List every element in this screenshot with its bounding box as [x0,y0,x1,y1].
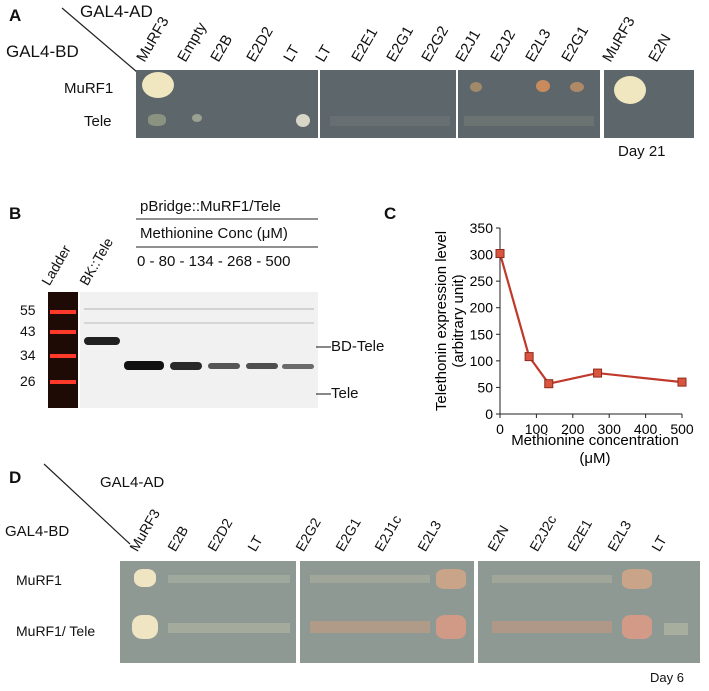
y-tick-label: 350 [470,220,494,236]
band-tele-134 [208,363,240,369]
panel-a-letter: A [9,6,22,25]
colony-murf3-murf1 [142,72,174,98]
ladder-band-43 [50,330,76,334]
x-tick-label: 0 [496,421,504,437]
x-tick-label: 400 [634,421,658,437]
panel-b-marker-55: 55 [20,302,36,318]
x-tick-label: 300 [598,421,622,437]
data-point [677,377,687,387]
panel-b-band-bd-label: —BD-Tele [316,338,385,355]
band-tele-500 [282,364,314,369]
colony-e2g1-murf1 [570,82,584,92]
band-bd-tele [84,337,120,345]
panel-a-plate-3 [458,70,600,138]
colony-e2l3-murf1 [536,80,550,92]
colony-d-row2-b [310,621,430,633]
colony-d-murf3-murf1 [134,569,156,587]
colony-murf3-tele [148,114,166,126]
x-tick-label: 500 [670,421,694,437]
colony-d-row2-c [492,621,612,633]
panel-b-band-tele-label: —Tele [316,385,359,402]
panel-d-row-murf1-tele: MuRF1/ Tele [16,623,96,639]
data-point [593,368,603,378]
data-point [544,379,554,389]
panel-d-plate-3 [478,561,700,663]
panel-a-plate-1 [136,70,318,138]
colony-empty-tele [192,114,202,122]
panel-d-ad-label: GAL4-AD [100,474,165,491]
panel-d-plate-2 [300,561,474,663]
panel-d-row-murf1: MuRF1 [16,572,62,588]
panel-b-marker-26: 26 [20,373,36,389]
band-faint-2 [84,322,314,324]
ladder-band-26 [50,380,76,384]
band-faint-1 [84,308,314,310]
data-point [495,249,505,259]
colony-d-e2l3-murf1 [436,569,466,589]
colony-d-murf3-tele [132,615,158,639]
panel-a-day: Day 21 [618,143,666,160]
panel-b-letter: B [9,204,22,223]
colony-d-lt-tele [664,623,688,635]
y-tick-label: 250 [470,273,494,289]
panel-d-letter: D [9,468,22,487]
panel-a-row-murf1: MuRF1 [64,80,114,97]
panel-b-marker-43: 43 [20,323,36,339]
panel-b-ladder-lane [48,292,78,408]
panel-d-plate-1 [120,561,296,663]
colony-d-row1-faint-c [492,575,612,583]
colony-d-row2-faint [168,623,290,633]
panel-b-blot [80,292,318,408]
panel-d-day: Day 6 [650,670,684,685]
y-tick-label: 200 [470,300,494,316]
band-tele-268 [246,363,278,369]
panel-a-ad-label: GAL4-AD [80,2,153,21]
x-axis-label-line1: Methionine concentration [511,432,679,449]
ladder-band-34 [50,354,76,358]
y-tick-label: 150 [470,326,494,342]
panel-a-plate-2 [320,70,456,138]
colony-faint-row [464,116,594,126]
panel-a-bd-label: GAL4-BD [6,42,79,61]
x-tick-label: 200 [561,421,585,437]
y-axis-label: Telethonin expression level (arbitrary un… [433,231,467,411]
band-tele-80 [170,362,202,370]
y-axis-label-line1: Telethonin expression level [433,231,450,411]
data-point [524,352,534,362]
y-tick-label: 100 [470,353,494,369]
y-tick-label: 50 [477,379,493,395]
panel-a-plate-4 [604,70,694,138]
ladder-band-55 [50,310,76,314]
colony-murf3-murf1-b [614,76,646,104]
panel-b-subheader: Methionine Conc (μM) [140,225,288,242]
colony-d-row1-faint [168,575,290,583]
panel-c-letter: C [384,204,397,223]
x-axis-label-line2: (μM) [579,450,610,467]
colony-d-e2l3-murf1-b [622,569,652,589]
x-tick-label: 100 [525,421,549,437]
panel-b-marker-34: 34 [20,347,36,363]
panel-a-row-tele: Tele [84,113,112,130]
colony-d-e2l3-tele-b [622,615,652,639]
colony-lt-tele [296,114,310,127]
panel-b-concentrations: 0 - 80 - 134 - 268 - 500 [137,253,291,270]
y-axis-label-line2: (arbitrary unit) [450,274,467,367]
colony-d-e2l3-tele [436,615,466,639]
colony-faint [330,116,450,126]
y-tick-label: 0 [485,406,493,422]
colony-d-row1-faint-b [310,575,430,583]
y-tick-label: 300 [470,247,494,263]
panel-b-header: pBridge::MuRF1/Tele [140,198,281,215]
panel-d-bd-label: GAL4-BD [5,523,70,540]
band-tele-0 [124,361,164,370]
colony-e2j1-murf1 [470,82,482,92]
